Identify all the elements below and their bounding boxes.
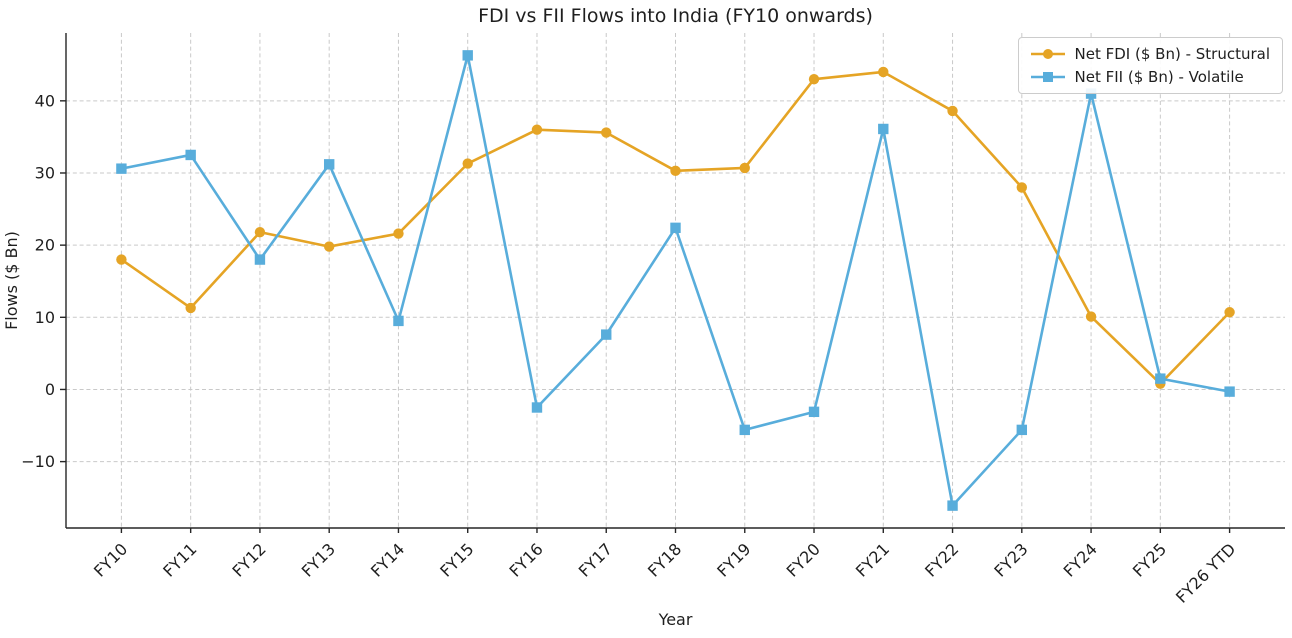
fdi-data-point bbox=[1016, 182, 1028, 193]
x-tick-label: FY20 bbox=[783, 539, 824, 580]
x-tick-label: FY23 bbox=[990, 539, 1031, 580]
fii-data-point bbox=[601, 329, 612, 340]
x-tick-label: FY11 bbox=[159, 539, 200, 580]
chart-title: FDI vs FII Flows into India (FY10 onward… bbox=[478, 5, 873, 27]
y-axis-label: Flows ($ Bn) bbox=[2, 231, 21, 330]
x-tick-label: FY13 bbox=[298, 539, 339, 580]
x-tick-label: FY12 bbox=[229, 539, 270, 580]
fii-data-point bbox=[1224, 386, 1235, 397]
fdi-data-point bbox=[116, 254, 127, 265]
fdi-data-point bbox=[323, 241, 335, 252]
fii-data-point bbox=[254, 254, 266, 265]
fii-data-point bbox=[531, 402, 543, 413]
x-tick-label: FY18 bbox=[644, 539, 685, 580]
fii-data-point bbox=[462, 50, 473, 61]
x-tick-label: FY15 bbox=[436, 539, 477, 580]
fii-data-point bbox=[947, 500, 958, 511]
fdi-data-point bbox=[393, 228, 404, 239]
fdi-data-point bbox=[185, 302, 196, 314]
fii-data-point bbox=[393, 315, 404, 327]
x-tick-label: FY21 bbox=[852, 539, 893, 580]
fii-data-point bbox=[878, 123, 889, 135]
fdi-data-point bbox=[1224, 307, 1235, 318]
legend-label-fii: Net FII ($ Bn) - Volatile bbox=[1074, 68, 1244, 86]
x-tick-label: FY10 bbox=[90, 539, 131, 580]
y-tick-label: 20 bbox=[35, 236, 55, 255]
fdi-data-point bbox=[1085, 311, 1097, 322]
fii-data-point bbox=[808, 406, 820, 418]
fdi-data-point bbox=[254, 226, 266, 238]
legend-item-fdi: Net FDI ($ Bn) - Structural bbox=[1029, 45, 1270, 63]
fdi-data-point bbox=[947, 105, 958, 117]
chart-legend: Net FDI ($ Bn) - Structural Net FII ($ B… bbox=[1017, 37, 1283, 94]
x-tick-label: FY16 bbox=[506, 539, 547, 580]
x-tick-label: FY19 bbox=[713, 539, 754, 580]
y-tick-label: 0 bbox=[45, 380, 55, 399]
x-tick-label: FY22 bbox=[921, 539, 962, 580]
fii-data-point bbox=[1016, 424, 1028, 436]
fdi-data-point bbox=[670, 165, 681, 177]
x-tick-label: FY26 YTD bbox=[1172, 539, 1239, 606]
fdi-data-point bbox=[601, 127, 612, 138]
x-tick-label: FY24 bbox=[1060, 539, 1101, 580]
fii-data-point bbox=[185, 149, 196, 161]
legend-item-fii: Net FII ($ Bn) - Volatile bbox=[1029, 68, 1270, 86]
fii-legend-swatch-icon bbox=[1030, 72, 1065, 82]
fii-data-point bbox=[116, 163, 127, 174]
fdi-data-point bbox=[531, 124, 543, 135]
x-axis-label: Year bbox=[658, 610, 693, 629]
x-tick-label: FY25 bbox=[1129, 539, 1170, 580]
fdi-data-point bbox=[878, 66, 889, 78]
y-tick-label: 10 bbox=[35, 308, 55, 327]
fii-data-point bbox=[739, 424, 750, 436]
fii-data-point bbox=[323, 159, 335, 170]
x-tick-label: FY17 bbox=[575, 539, 616, 580]
fdi-legend-swatch-icon bbox=[1030, 49, 1065, 59]
fii-data-point bbox=[1155, 373, 1166, 384]
y-tick-label: −10 bbox=[21, 452, 55, 471]
y-tick-label: 40 bbox=[35, 91, 55, 110]
fii-data-point bbox=[670, 222, 681, 234]
fdi-data-point bbox=[739, 162, 750, 174]
legend-label-fdi: Net FDI ($ Bn) - Structural bbox=[1074, 45, 1270, 63]
x-tick-label: FY14 bbox=[367, 539, 408, 580]
y-tick-label: 30 bbox=[35, 163, 55, 182]
fdi-data-point bbox=[462, 158, 473, 169]
fdi-data-point bbox=[808, 73, 820, 85]
